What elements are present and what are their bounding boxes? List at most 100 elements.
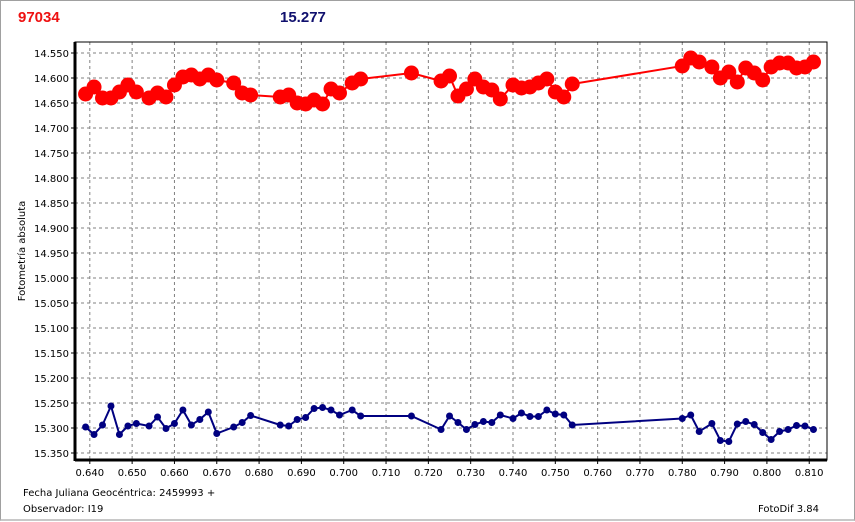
- data-point-1: [162, 425, 170, 432]
- date-label: Fecha Juliana Geocéntrica: 2459993 +: [23, 488, 216, 499]
- data-point-1: [319, 404, 327, 411]
- data-point-1: [560, 411, 568, 419]
- data-point-1: [310, 405, 318, 412]
- data-point-0: [353, 71, 369, 87]
- plot-area: [74, 41, 828, 461]
- data-point-1: [568, 421, 576, 429]
- x-tick-label: 0.760: [583, 468, 612, 479]
- data-point-1: [742, 418, 750, 425]
- data-point-1: [446, 412, 454, 420]
- y-tick-label: 15.000: [34, 274, 69, 285]
- data-point-1: [708, 420, 716, 427]
- x-tick-label: 0.700: [329, 468, 358, 479]
- y-tick-label: 14.800: [34, 174, 69, 185]
- series-line-1: [84, 403, 814, 443]
- data-point-1: [454, 419, 462, 426]
- data-point-1: [238, 419, 246, 426]
- data-point-1: [213, 430, 221, 437]
- x-tick-label: 0.650: [118, 468, 147, 479]
- data-point-1: [687, 411, 695, 419]
- data-point-1: [187, 421, 195, 429]
- data-point-1: [750, 421, 758, 428]
- data-point-0: [729, 74, 745, 90]
- data-point-1: [154, 413, 162, 421]
- observer-label: Observador: I19: [23, 504, 104, 515]
- data-point-1: [517, 409, 525, 417]
- y-tick-label: 15.250: [34, 399, 69, 410]
- data-point-1: [479, 418, 487, 425]
- x-tick-label: 0.670: [202, 468, 231, 479]
- data-point-1: [82, 423, 90, 431]
- y-tick-label: 14.550: [34, 49, 69, 60]
- data-point-0: [805, 54, 821, 70]
- data-point-1: [124, 422, 132, 430]
- x-tick-label: 0.710: [372, 468, 401, 479]
- data-point-0: [539, 71, 555, 87]
- data-point-1: [357, 412, 365, 420]
- data-point-1: [145, 422, 153, 430]
- x-tick-label: 0.810: [795, 468, 824, 479]
- data-point-1: [695, 428, 703, 435]
- data-point-0: [403, 65, 419, 81]
- data-point-1: [496, 411, 504, 419]
- data-point-0: [564, 76, 580, 92]
- data-point-0: [158, 89, 174, 105]
- data-point-1: [276, 421, 284, 429]
- star-id: 97034: [18, 9, 60, 26]
- data-point-1: [230, 423, 238, 431]
- data-point-1: [733, 420, 741, 428]
- data-point-0: [556, 89, 572, 105]
- y-tick-label: 14.950: [34, 249, 69, 260]
- data-point-1: [107, 402, 115, 410]
- x-tick-label: 0.740: [499, 468, 528, 479]
- y-tick-label: 15.300: [34, 424, 69, 435]
- data-point-0: [86, 79, 102, 95]
- y-tick-label: 14.850: [34, 199, 69, 210]
- data-point-0: [331, 85, 347, 101]
- data-point-1: [285, 422, 293, 430]
- x-tick-label: 0.680: [245, 468, 274, 479]
- y-tick-label: 15.100: [34, 324, 69, 335]
- data-point-1: [801, 422, 809, 430]
- y-tick-label: 15.350: [34, 449, 69, 460]
- data-point-1: [526, 413, 534, 420]
- x-tick-label: 0.770: [626, 468, 655, 479]
- data-point-1: [793, 422, 801, 429]
- data-point-1: [509, 415, 517, 422]
- y-tick-label: 14.650: [34, 99, 69, 110]
- x-tick-label: 0.730: [456, 468, 485, 479]
- data-point-1: [716, 437, 724, 444]
- x-tick-label: 0.800: [753, 468, 782, 479]
- data-point-1: [407, 412, 415, 420]
- data-point-0: [243, 87, 259, 103]
- x-tick-label: 0.780: [668, 468, 697, 479]
- data-point-0: [128, 84, 144, 100]
- data-point-1: [247, 412, 255, 419]
- data-point-1: [90, 431, 98, 438]
- data-point-1: [99, 421, 107, 429]
- data-point-0: [458, 81, 474, 97]
- version-label: FotoDif 3.84: [758, 504, 819, 515]
- y-tick-label: 15.200: [34, 374, 69, 385]
- data-point-1: [462, 426, 470, 433]
- data-point-1: [179, 406, 187, 414]
- data-point-1: [327, 406, 335, 414]
- data-point-0: [691, 54, 707, 70]
- data-point-0: [226, 75, 242, 91]
- y-tick-label: 14.700: [34, 124, 69, 135]
- data-point-1: [678, 415, 686, 422]
- data-point-1: [767, 436, 775, 443]
- x-tick-label: 0.790: [710, 468, 739, 479]
- y-tick-label: 14.900: [34, 224, 69, 235]
- data-point-1: [543, 406, 551, 414]
- data-point-0: [315, 96, 331, 112]
- data-point-1: [725, 438, 733, 445]
- data-point-1: [348, 406, 356, 414]
- data-point-0: [442, 68, 458, 84]
- data-point-1: [488, 419, 496, 426]
- x-tick-label: 0.640: [75, 468, 104, 479]
- x-tick-label: 0.660: [160, 468, 189, 479]
- mean-magnitude: 15.277: [280, 9, 326, 26]
- y-tick-label: 15.050: [34, 299, 69, 310]
- x-tick-label: 0.690: [287, 468, 316, 479]
